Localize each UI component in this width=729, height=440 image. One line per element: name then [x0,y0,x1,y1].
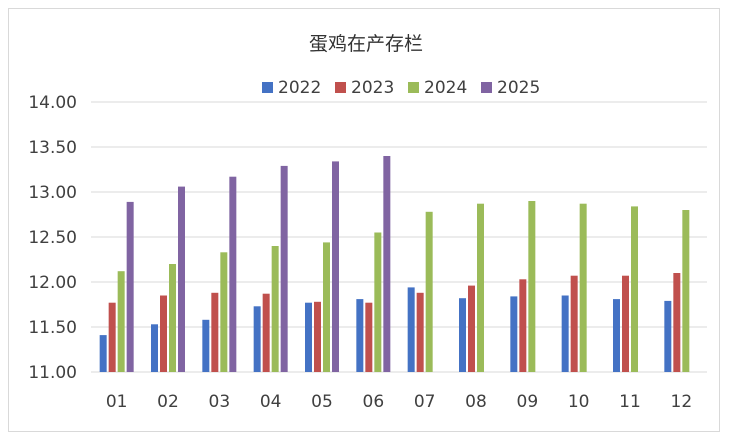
y-tick-label: 11.00 [28,363,77,383]
bar-2024-05 [323,242,330,372]
bar-2024-07 [425,211,433,372]
chart-frame: 蛋鸡在产存栏 11.00 11.50 12.00 12.50 13.00 13.50 14.… [8,8,720,432]
y-tick-label: 11.50 [28,318,77,338]
legend-label: 2022 [278,78,321,98]
bar-2025-06 [383,156,391,372]
legend-swatch-2025 [481,82,492,93]
bar-2022-08 [459,298,466,372]
x-tick-label: 10 [568,392,590,412]
bar-2022-02 [151,324,158,372]
x-tick-label: 09 [517,392,539,412]
legend-swatch-2023 [335,82,346,93]
x-tick-label: 05 [311,392,333,412]
y-tick-label: 12.00 [28,273,77,293]
bar-2023-09 [519,279,527,372]
legend-swatch-2024 [408,82,419,93]
bar-2022-03 [202,319,210,372]
x-tick-label: 07 [414,392,436,412]
bar-2023-10 [570,275,578,372]
bar-2024-06 [374,232,382,372]
bar-2024-08 [477,203,484,372]
bar-2024-03 [220,252,228,372]
bar-2024-01 [117,271,125,372]
bar-2024-12 [682,210,690,372]
bar-2025-05 [332,161,339,372]
bar-2023-02 [160,295,167,372]
bar-2022-06 [356,299,364,372]
bar-2023-08 [468,285,475,372]
bar-2024-09 [528,201,536,372]
y-tick-label: 13.00 [28,183,77,203]
bar-2025-02 [178,186,185,372]
bar-2023-04 [262,293,270,372]
chart-title: 蛋鸡在产存栏 [309,33,423,55]
legend-label: 2025 [497,78,540,98]
x-tick-label: 03 [209,392,231,412]
y-axis-ticks: 11.00 11.50 12.00 12.50 13.00 13.50 14.00 [28,93,77,383]
bar-2022-09 [510,296,518,372]
bar-2023-01 [108,302,116,372]
x-tick-label: 12 [671,392,693,412]
bar-2022-04 [253,306,261,372]
bar-2022-10 [561,295,569,372]
bar-2022-01 [99,335,107,372]
bar-2025-01 [126,201,134,372]
bar-2023-11 [622,275,629,372]
bar-chart: 蛋鸡在产存栏 11.00 11.50 12.00 12.50 13.00 13.50 14.… [28,33,707,412]
bar-2022-05 [305,302,312,372]
legend-label: 2024 [424,78,467,98]
legend-label: 2023 [351,78,394,98]
x-tick-label: 01 [106,392,128,412]
bar-2025-04 [280,165,288,372]
bar-2022-11 [613,299,620,372]
bars [99,156,690,372]
bar-2024-11 [631,206,638,372]
y-tick-label: 13.50 [28,138,77,158]
bar-2023-03 [211,292,219,372]
y-tick-label: 12.50 [28,228,77,248]
grid-lines [91,101,707,373]
x-tick-label: 04 [260,392,282,412]
bar-2022-12 [664,300,672,372]
bar-2024-02 [169,264,176,372]
bar-2024-10 [579,203,587,372]
bar-2023-12 [673,273,681,372]
x-tick-label: 02 [157,392,179,412]
legend: 2022 2023 2024 2025 [262,78,540,98]
y-tick-label: 14.00 [28,93,77,113]
x-tick-label: 06 [363,392,385,412]
bar-2022-07 [407,287,415,372]
bar-2023-07 [416,292,424,372]
x-tick-label: 08 [465,392,487,412]
x-tick-label: 11 [619,392,641,412]
legend-swatch-2022 [262,82,273,93]
bar-2024-04 [271,246,279,372]
bar-2025-03 [229,176,237,372]
bar-2023-05 [314,301,321,372]
x-axis-ticks: 01 02 03 04 05 06 07 08 09 10 11 12 [106,392,692,412]
bar-2023-06 [365,302,373,372]
